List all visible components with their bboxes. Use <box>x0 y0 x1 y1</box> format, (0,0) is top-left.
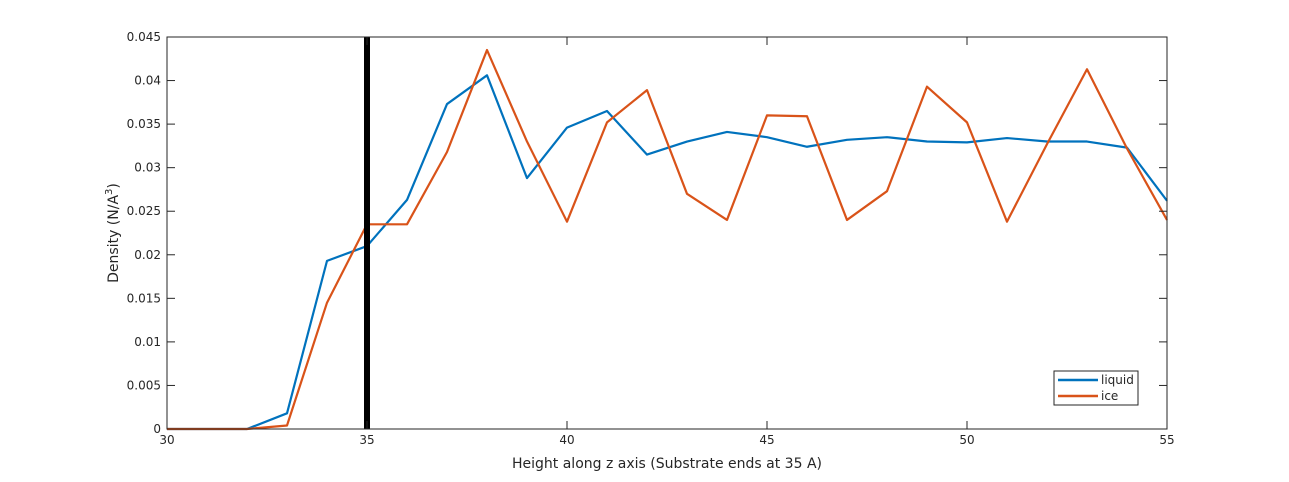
y-tick-label: 0.025 <box>127 204 161 218</box>
y-tick-label: 0.03 <box>134 161 161 175</box>
y-tick-label: 0 <box>153 422 161 436</box>
legend-label-liquid: liquid <box>1101 373 1134 387</box>
legend-box <box>1053 370 1139 406</box>
y-tick-label: 0.035 <box>127 117 161 131</box>
y-axis-label-superscript: 3 <box>104 189 115 195</box>
x-tick-label: 35 <box>359 433 374 447</box>
legend: liquid ice <box>1053 370 1139 406</box>
legend-label-ice: ice <box>1101 389 1118 403</box>
y-tick-label: 0.045 <box>127 30 161 44</box>
y-axis-label: Density (N/A3) <box>104 183 122 283</box>
y-tick-label: 0.04 <box>134 74 161 88</box>
plot-background <box>167 37 1167 429</box>
plot-area <box>167 37 1168 431</box>
series-line-ice <box>167 48 1168 431</box>
x-tick-label: 40 <box>559 433 574 447</box>
series-line-liquid <box>167 74 1168 431</box>
x-tick-label: 45 <box>759 433 774 447</box>
x-tick-label: 55 <box>1159 433 1174 447</box>
y-tick-label: 0.005 <box>127 378 161 392</box>
y-tick-label: 0.02 <box>134 248 161 262</box>
x-axis-label: Height along z axis (Substrate ends at 3… <box>512 456 822 472</box>
axes: 30 35 40 45 50 55 0 0.005 0.01 0.015 0.02 0.025 0.03… <box>127 30 1175 447</box>
y-axis-label-main: Density (N/A <box>106 195 122 283</box>
y-tick-label: 0.015 <box>127 291 161 305</box>
y-axis-label-tail: ) <box>106 183 122 188</box>
axes-box <box>166 36 1168 430</box>
x-tick-label: 50 <box>959 433 974 447</box>
x-tick-label: 30 <box>159 433 174 447</box>
y-tick-label: 0.01 <box>134 335 161 349</box>
